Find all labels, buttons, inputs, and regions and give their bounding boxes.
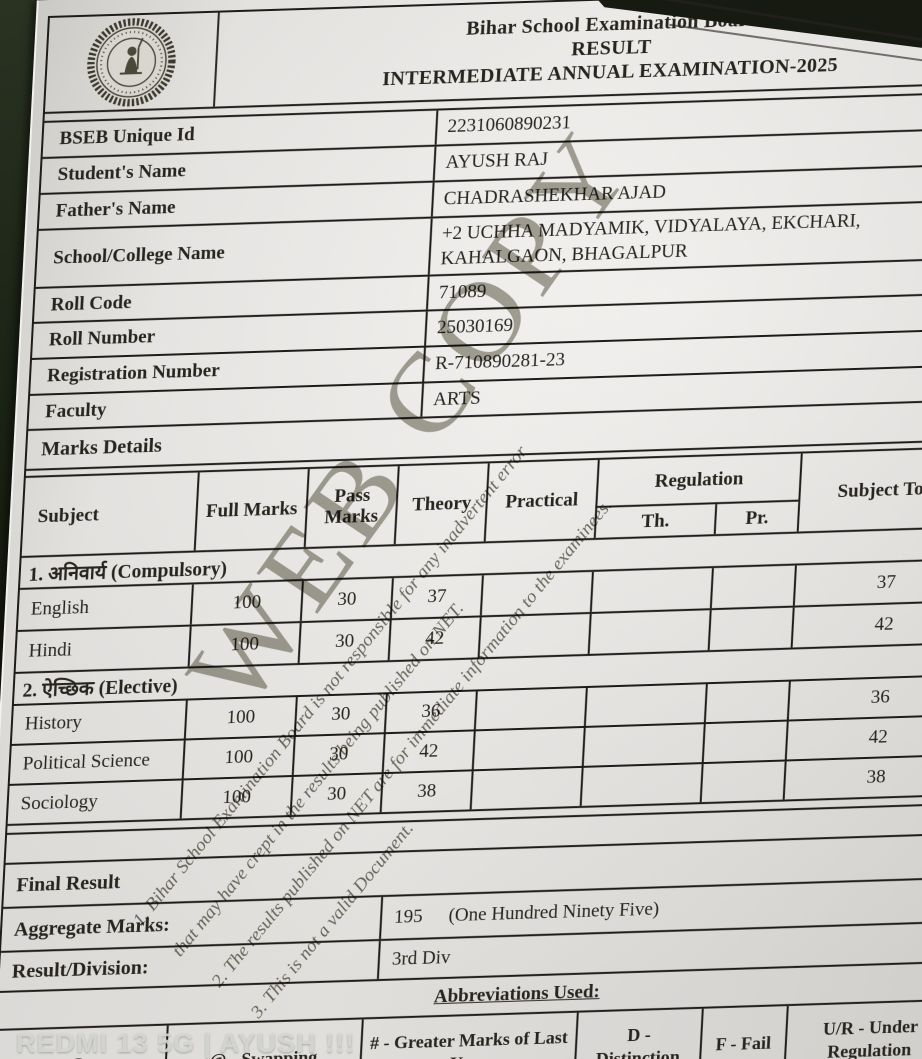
col-header-subject-total: Subject Total [796, 447, 922, 532]
abbr-distinction: D - Distinction [573, 1008, 702, 1059]
theory-cell: 38 [379, 771, 472, 813]
info-label: School/College Name [52, 242, 226, 269]
pass-marks-cell: 30 [299, 578, 392, 622]
practical-cell [471, 727, 584, 770]
full-marks-cell: 100 [181, 737, 294, 779]
info-value-text: 25030169 [436, 314, 514, 339]
abbr-under-regulation: U/R - Under Regulation [783, 1000, 922, 1059]
regulation-pr-cell [709, 565, 795, 609]
full-marks-cell: 100 [179, 777, 292, 819]
subject-cell: English [30, 596, 90, 620]
document-header: Bihar School Examination Board RESULT IN… [44, 0, 922, 114]
aggregate-words: (One Hundred Ninety Five) [448, 898, 660, 926]
final-result-label: Final Result [15, 870, 121, 897]
practical-cell [473, 687, 586, 730]
col-header-practical: Practical [483, 459, 598, 542]
info-label: Roll Number [48, 326, 156, 351]
pass-marks-cell: 30 [293, 694, 386, 736]
subject-total-cell: 36 [786, 675, 922, 720]
practical-cell [479, 571, 592, 616]
bseb-seal-icon [87, 18, 176, 107]
regulation-pr-cell [701, 721, 787, 763]
info-label: Student's Name [57, 160, 187, 186]
abbr-fail: F - Fail [698, 1006, 787, 1059]
info-value-text: AYUSH RAJ [445, 149, 549, 174]
col-header-subject: Subject [37, 504, 100, 527]
full-marks-cell: 100 [183, 697, 296, 739]
col-header-theory: Theory [393, 463, 488, 545]
info-value-text: ARTS [432, 387, 482, 410]
info-value-text: R-710890281-23 [434, 349, 566, 375]
abbreviations-heading: Abbreviations Used: [433, 981, 601, 1008]
regulation-th-cell [581, 724, 704, 766]
subject-total-cell: 37 [792, 559, 922, 606]
info-label: BSEB Unique Id [58, 124, 196, 150]
full-marks-cell: 100 [187, 623, 300, 667]
subject-total-cell: 42 [784, 715, 922, 760]
info-label: Faculty [44, 399, 108, 422]
aggregate-marks-label: Aggregate Marks: [13, 913, 171, 941]
col-header-regulation-th: Th. [593, 504, 716, 538]
subject-cell: Political Science [22, 749, 151, 775]
theory-cell: 42 [381, 731, 474, 773]
pass-marks-cell: 30 [297, 620, 390, 664]
info-value-text: 71089 [438, 280, 487, 303]
info-value-text: 2231060890231 [446, 112, 572, 138]
theory-cell: 42 [387, 617, 480, 661]
pass-marks-cell: 30 [291, 734, 384, 776]
info-label: Father's Name [55, 196, 177, 222]
result-division-label: Result/Division: [11, 955, 150, 983]
regulation-th-cell [589, 568, 712, 612]
regulation-th-cell [583, 684, 706, 726]
abbr-greater-marks: # - Greater Marks of Last Year [358, 1012, 577, 1059]
col-header-regulation-pr: Pr. [713, 501, 799, 535]
theory-cell: 37 [389, 575, 482, 619]
regulation-pr-cell [699, 761, 785, 803]
theory-cell: 36 [383, 691, 476, 733]
regulation-pr-cell [703, 681, 789, 723]
practical-cell [469, 767, 582, 810]
col-header-pass-marks: Pass Marks [303, 466, 398, 548]
aggregate-number: 195 [393, 905, 424, 928]
info-label: Roll Code [50, 291, 133, 315]
subject-cell: Sociology [20, 791, 99, 815]
camera-watermark: REDMI 13 5G | AYUSH !!! [16, 1028, 356, 1058]
subject-total-cell: 42 [790, 601, 922, 648]
regulation-th-cell [587, 610, 710, 654]
col-header-regulation: Regulation [595, 453, 801, 508]
regulation-th-cell [579, 764, 702, 806]
info-value-text: +2 UCHHA MADYAMIK, VIDYALAYA, EKCHARI, K… [440, 210, 862, 270]
regulation-pr-cell [707, 607, 793, 651]
logo-cell [44, 12, 220, 112]
pass-marks-cell: 30 [289, 774, 382, 816]
full-marks-cell: 100 [189, 581, 302, 625]
subject-total-cell: 38 [782, 755, 922, 800]
subject-cell: History [24, 711, 83, 735]
col-header-full-marks: Full Marks [193, 469, 308, 551]
practical-cell [477, 613, 590, 658]
subject-cell: Hindi [28, 639, 73, 662]
info-value-text: CHADRASHEKHAR AJAD [443, 181, 667, 210]
info-label: Registration Number [46, 360, 221, 387]
